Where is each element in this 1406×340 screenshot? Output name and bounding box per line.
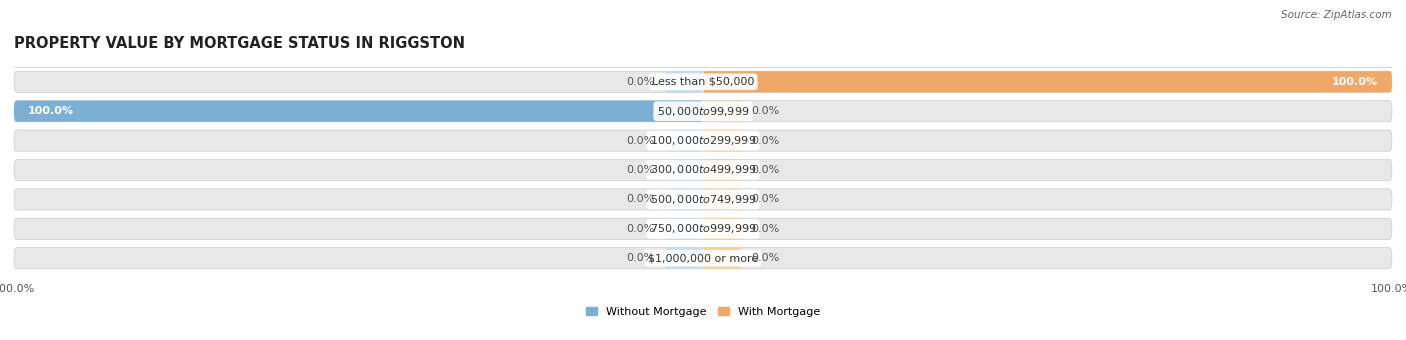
Text: 0.0%: 0.0% [751,136,779,146]
FancyBboxPatch shape [703,71,1392,92]
FancyBboxPatch shape [14,101,703,122]
FancyBboxPatch shape [14,130,1392,151]
FancyBboxPatch shape [665,159,703,181]
Text: Source: ZipAtlas.com: Source: ZipAtlas.com [1281,10,1392,20]
FancyBboxPatch shape [703,248,741,269]
Text: 0.0%: 0.0% [627,253,655,263]
Text: 0.0%: 0.0% [627,136,655,146]
Text: $300,000 to $499,999: $300,000 to $499,999 [650,164,756,176]
FancyBboxPatch shape [703,189,741,210]
Text: $750,000 to $999,999: $750,000 to $999,999 [650,222,756,235]
Text: $100,000 to $299,999: $100,000 to $299,999 [650,134,756,147]
FancyBboxPatch shape [665,248,703,269]
Text: 100.0%: 100.0% [28,106,75,116]
FancyBboxPatch shape [703,159,741,181]
FancyBboxPatch shape [703,101,741,122]
Text: $50,000 to $99,999: $50,000 to $99,999 [657,105,749,118]
FancyBboxPatch shape [703,218,741,239]
FancyBboxPatch shape [14,101,1392,122]
Text: 0.0%: 0.0% [751,106,779,116]
FancyBboxPatch shape [665,218,703,239]
FancyBboxPatch shape [665,130,703,151]
Text: 0.0%: 0.0% [627,194,655,204]
Text: 0.0%: 0.0% [627,165,655,175]
Legend: Without Mortgage, With Mortgage: Without Mortgage, With Mortgage [582,302,824,321]
FancyBboxPatch shape [665,189,703,210]
FancyBboxPatch shape [14,189,1392,210]
Text: $1,000,000 or more: $1,000,000 or more [648,253,758,263]
Text: Less than $50,000: Less than $50,000 [652,77,754,87]
Text: 0.0%: 0.0% [751,253,779,263]
Text: 0.0%: 0.0% [751,165,779,175]
FancyBboxPatch shape [665,71,703,92]
FancyBboxPatch shape [14,159,1392,181]
Text: 100.0%: 100.0% [1331,77,1378,87]
Text: 0.0%: 0.0% [751,224,779,234]
Text: 0.0%: 0.0% [627,77,655,87]
Text: 0.0%: 0.0% [751,194,779,204]
FancyBboxPatch shape [14,71,1392,92]
FancyBboxPatch shape [703,130,741,151]
FancyBboxPatch shape [14,218,1392,239]
Text: 0.0%: 0.0% [627,224,655,234]
Text: PROPERTY VALUE BY MORTGAGE STATUS IN RIGGSTON: PROPERTY VALUE BY MORTGAGE STATUS IN RIG… [14,36,465,51]
FancyBboxPatch shape [14,248,1392,269]
Text: $500,000 to $749,999: $500,000 to $749,999 [650,193,756,206]
